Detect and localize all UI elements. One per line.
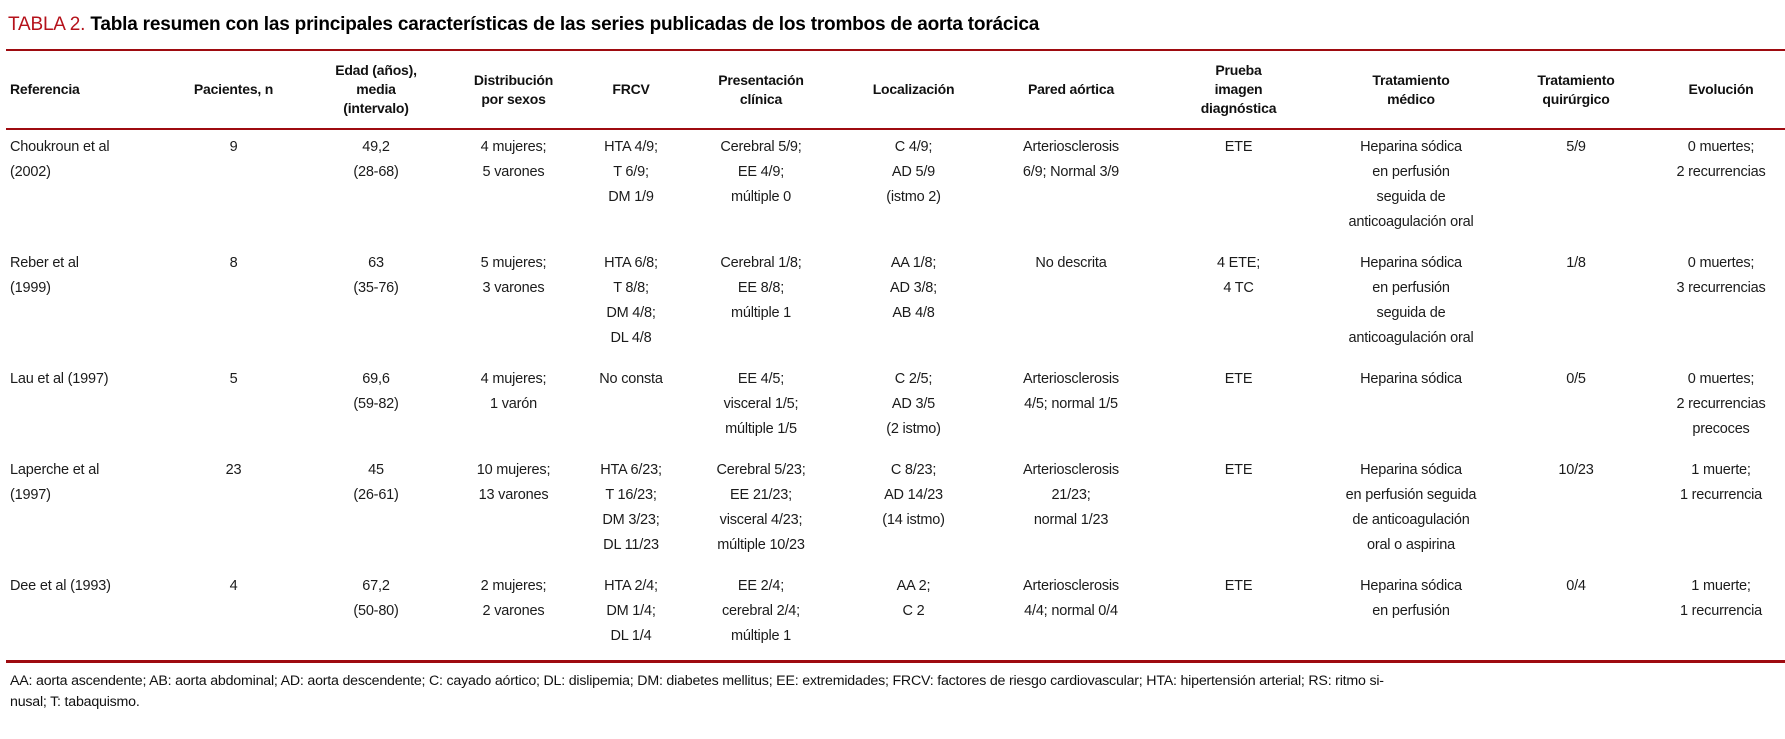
table-cell: HTA 4/9; T 6/9; DM 1/9 [604,139,658,205]
table-cell: 67,2 (50-80) [353,578,399,619]
table-cell: 5/9 [1566,139,1586,155]
reference-cell: Reber et al (1999) [10,255,79,296]
col-header-evolucion: Evolución [1651,50,1785,130]
col-header-sexos: Distribución por sexos [446,50,581,130]
table-cell: 1 muerte; 1 recurrencia [1679,578,1763,619]
col-header-referencia: Referencia [6,50,161,130]
table-cell: AA 1/8; AD 3/8; AB 4/8 [890,255,937,321]
table-cell: 10/23 [1558,462,1594,478]
col-header-pacientes: Pacientes, n [161,50,306,130]
table-cell: 10 mujeres; 13 varones [476,462,551,503]
table-cell: Cerebral 1/8; EE 8/8; múltiple 1 [720,255,802,321]
table-cell: Cerebral 5/9; EE 4/9; múltiple 0 [720,139,802,205]
table-row: Dee et al (1993) 4 67,2 (50-80) 2 mujere… [6,569,1785,662]
table-cell: 4 [229,578,238,594]
table-cell: Heparina sódica en perfusión seguida de … [1345,462,1477,553]
table-cell: 1/8 [1566,255,1586,271]
table-cell: HTA 6/23; T 16/23; DM 3/23; DL 11/23 [600,462,662,553]
table-cell: 0 muertes; 2 recurrencias [1676,139,1766,180]
col-header-pared-aortica: Pared aórtica [986,50,1156,130]
table-cell: HTA 2/4; DM 1/4; DL 1/4 [604,578,658,644]
table-cell: Heparina sódica en perfusión seguida de … [1348,139,1474,230]
table-cell: EE 2/4; cerebral 2/4; múltiple 1 [722,578,800,644]
table-cell: C 2/5; AD 3/5 (2 istmo) [886,371,941,437]
table-cell: EE 4/5; visceral 1/5; múltiple 1/5 [723,371,799,437]
table-cell: 4 mujeres; 1 varón [480,371,547,412]
table-row: Lau et al (1997) 5 69,6 (59-82) 4 mujere… [6,362,1785,453]
table-cell: 45 (26-61) [353,462,399,503]
table-cell: Arteriosclerosis 6/9; Normal 3/9 [1022,139,1120,180]
table-cell: 0 muertes; 3 recurrencias [1676,255,1766,296]
table-row: Laperche et al (1997) 23 45 (26-61) 10 m… [6,453,1785,569]
table-cell: 5 [229,371,238,387]
table-cell: Arteriosclerosis 4/5; normal 1/5 [1023,371,1119,412]
table-cell: 69,6 (59-82) [353,371,399,412]
table-cell: Heparina sódica [1360,371,1462,387]
table-cell: 8 [229,255,238,271]
reference-cell: Lau et al (1997) [10,371,109,387]
table-cell: No descrita [1035,255,1107,271]
col-header-localizacion: Localización [841,50,986,130]
table-cell: Arteriosclerosis 4/4; normal 0/4 [1023,578,1119,619]
table-cell: ETE [1224,139,1253,155]
table-cell: Heparina sódica en perfusión seguida de … [1348,255,1474,346]
table-cell: HTA 6/8; T 8/8; DM 4/8; DL 4/8 [604,255,658,346]
table-caption: Tabla resumen con las principales caract… [90,14,1040,35]
table-row: Reber et al (1999) 8 63 (35-76) 5 mujere… [6,246,1785,362]
col-header-frcv: FRCV [581,50,681,130]
table-cell: 23 [225,462,242,478]
col-header-tratamiento-medico: Tratamiento médico [1321,50,1501,130]
table-label: TABLA 2. [8,14,86,35]
table-cell: No consta [599,371,663,387]
table-cell: 9 [229,139,238,155]
table-cell: 5 mujeres; 3 varones [480,255,547,296]
reference-cell: Choukroun et al (2002) [10,139,110,180]
header-row: Referencia Pacientes, n Edad (años), med… [6,50,1785,130]
table-cell: 0/5 [1566,371,1586,387]
table-cell: Cerebral 5/23; EE 21/23; visceral 4/23; … [716,462,806,553]
table-title: TABLA 2. Tabla resumen con las principal… [6,8,1781,49]
col-header-tratamiento-quirurgico: Tratamiento quirúrgico [1501,50,1651,130]
table-cell: Heparina sódica en perfusión [1360,578,1462,619]
table-cell: 49,2 (28-68) [353,139,399,180]
table-cell: ETE [1224,371,1253,387]
table-cell: C 4/9; AD 5/9 (istmo 2) [886,139,941,205]
table-cell: 1 muerte; 1 recurrencia [1679,462,1763,503]
summary-table: Referencia Pacientes, n Edad (años), med… [6,49,1785,663]
table-cell: 4 mujeres; 5 varones [480,139,547,180]
table-row: Choukroun et al (2002) 9 49,2 (28-68) 4 … [6,129,1785,246]
col-header-presentacion: Presentación clínica [681,50,841,130]
table-cell: 2 mujeres; 2 varones [480,578,547,619]
reference-cell: Laperche et al (1997) [10,462,100,503]
table-cell: 0/4 [1566,578,1586,594]
abbreviations-footnote: AA: aorta ascendente; AB: aorta abdomina… [10,673,1384,710]
col-header-edad: Edad (años), media (intervalo) [306,50,446,130]
table-cell: Arteriosclerosis 21/23; normal 1/23 [1023,462,1119,528]
table-cell: 4 ETE; 4 TC [1216,255,1261,296]
reference-cell: Dee et al (1993) [10,578,111,594]
table-cell: ETE [1224,578,1253,594]
table-cell: AA 2; C 2 [896,578,931,619]
col-header-prueba-imagen: Prueba imagen diagnóstica [1156,50,1321,130]
table-cell: 0 muertes; 2 recurrencias precoces [1676,371,1766,437]
table-cell: C 8/23; AD 14/23 (14 istmo) [882,462,945,528]
table-cell: ETE [1224,462,1253,478]
table-cell: 63 (35-76) [353,255,399,296]
